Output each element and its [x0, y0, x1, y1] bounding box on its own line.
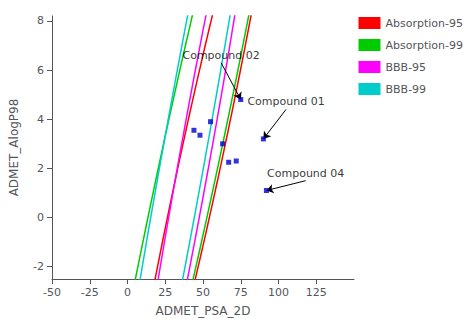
svg-text:Absorption-99: Absorption-99: [385, 39, 463, 52]
svg-text:-25: -25: [81, 286, 99, 299]
svg-text:0: 0: [124, 286, 131, 299]
svg-text:ADMET_PSA_2D: ADMET_PSA_2D: [156, 304, 251, 318]
svg-text:BBB-99: BBB-99: [385, 83, 426, 96]
svg-text:75: 75: [234, 286, 248, 299]
svg-text:-2: -2: [33, 260, 44, 273]
svg-text:Compound 02: Compound 02: [182, 49, 259, 62]
svg-text:8: 8: [37, 14, 44, 27]
svg-text:6: 6: [37, 64, 44, 77]
svg-text:125: 125: [306, 286, 327, 299]
svg-text:50: 50: [196, 286, 210, 299]
svg-text:-50: -50: [43, 286, 61, 299]
svg-text:BBB-95: BBB-95: [385, 61, 426, 74]
svg-text:2: 2: [37, 162, 44, 175]
svg-text:100: 100: [268, 286, 289, 299]
svg-text:Compound 04: Compound 04: [267, 167, 344, 180]
svg-text:Absorption-95: Absorption-95: [385, 17, 463, 30]
svg-text:ADMET_AlogP98: ADMET_AlogP98: [7, 99, 21, 197]
svg-text:4: 4: [37, 113, 44, 126]
svg-text:25: 25: [158, 286, 172, 299]
svg-text:Compound 01: Compound 01: [247, 95, 324, 108]
svg-text:0: 0: [37, 211, 44, 224]
